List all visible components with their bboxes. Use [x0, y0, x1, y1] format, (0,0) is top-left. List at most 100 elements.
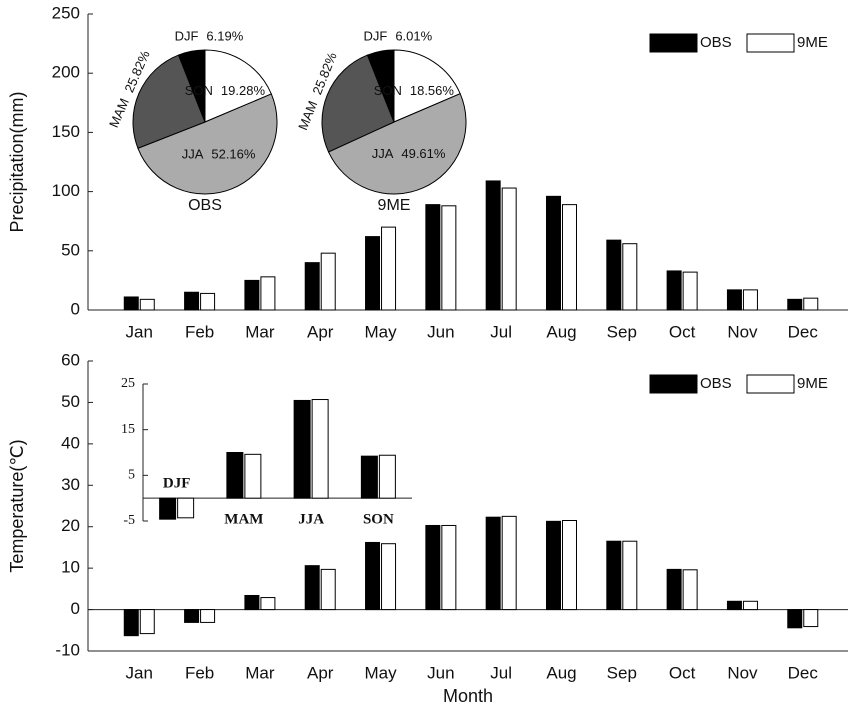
y-tick-label: 200 — [52, 63, 80, 82]
bar — [365, 236, 381, 311]
bar — [123, 609, 139, 637]
slice-value: 19.28% — [221, 83, 266, 98]
bar — [304, 565, 320, 611]
y-tick-label: 0 — [71, 599, 80, 618]
bar — [184, 609, 200, 623]
slice-value: 6.01% — [395, 29, 432, 44]
x-tick-label: Feb — [185, 663, 214, 682]
bar — [304, 262, 320, 311]
legend-swatch — [746, 33, 795, 53]
x-tick-label: Mar — [245, 663, 275, 682]
slice-category: DJF — [175, 29, 199, 44]
bar — [293, 399, 311, 499]
bar — [244, 279, 260, 311]
slice-label: SON 19.28% — [185, 83, 266, 98]
bar — [666, 568, 682, 611]
bar — [606, 239, 622, 311]
bar — [787, 609, 803, 629]
pie-slice — [321, 54, 395, 153]
bar — [123, 296, 139, 311]
slice-category: MAM — [106, 96, 132, 130]
bar — [441, 205, 457, 311]
bar — [561, 520, 577, 611]
x-tick-label: Oct — [669, 663, 696, 682]
category-label: JJA — [298, 512, 324, 528]
bar — [441, 524, 457, 611]
bar — [159, 497, 177, 520]
bar — [545, 520, 561, 611]
x-tick-label: Sep — [607, 322, 637, 341]
x-tick-label: Oct — [669, 322, 696, 341]
pie-slice — [132, 54, 206, 149]
bar — [666, 270, 682, 311]
bar — [184, 291, 200, 311]
bar — [177, 497, 195, 519]
pie-slice — [137, 93, 278, 195]
bar — [682, 271, 698, 311]
bar — [200, 609, 216, 623]
bar — [501, 187, 517, 311]
bar — [803, 609, 819, 628]
slice-value: 18.56% — [410, 83, 455, 98]
bar — [501, 515, 517, 611]
y-tick-label: 150 — [52, 122, 80, 141]
bar — [381, 543, 397, 611]
slice-label: JJA 52.16% — [182, 147, 256, 162]
bar — [226, 452, 244, 499]
bar — [320, 568, 336, 611]
bar — [545, 195, 561, 311]
x-tick-label: Nov — [727, 322, 758, 341]
y-tick-label: 25 — [121, 376, 135, 391]
slice-category: DJF — [363, 29, 387, 44]
category-label: SON — [363, 512, 394, 528]
slice-category: SON — [374, 83, 402, 98]
x-tick-label: Dec — [788, 322, 819, 341]
x-tick-label: Apr — [307, 663, 334, 682]
pie-title: 9ME — [378, 197, 411, 214]
y-tick-label: 10 — [61, 558, 80, 577]
bar — [425, 524, 441, 611]
x-axis-label: Month — [443, 686, 493, 706]
bar — [561, 204, 577, 311]
bar — [244, 453, 262, 499]
slice-label: JJA 49.61% — [372, 146, 446, 161]
x-tick-label: Sep — [607, 663, 637, 682]
bar — [787, 298, 803, 311]
bar — [360, 455, 378, 499]
pie-slice — [327, 92, 467, 195]
x-tick-label: Jan — [126, 322, 153, 341]
slice-value: 52.16% — [211, 147, 256, 162]
bar — [742, 289, 758, 311]
bar — [260, 597, 276, 611]
legend-swatch — [649, 33, 698, 53]
y-tick-label: 50 — [61, 240, 80, 259]
slice-category: MAM — [296, 99, 321, 133]
x-tick-label: Aug — [546, 322, 576, 341]
slice-label: SON 18.56% — [374, 83, 455, 98]
y-axis-label: Precipitation(mm) — [7, 91, 27, 232]
x-tick-label: Jun — [427, 663, 454, 682]
bar — [311, 399, 329, 499]
legend-swatch — [649, 374, 698, 394]
slice-label: DJF 6.01% — [363, 29, 432, 44]
legend-swatch — [746, 374, 795, 394]
bar — [803, 297, 819, 311]
x-tick-label: Feb — [185, 322, 214, 341]
x-tick-label: Nov — [727, 663, 758, 682]
y-tick-label: 20 — [61, 516, 80, 535]
y-tick-label: 50 — [61, 392, 80, 411]
bar — [485, 180, 501, 311]
slice-value: 49.61% — [401, 146, 446, 161]
y-tick-label: 0 — [71, 299, 80, 318]
bar — [742, 600, 758, 611]
bar — [425, 204, 441, 311]
category-label: MAM — [224, 512, 263, 528]
x-tick-label: Dec — [788, 663, 819, 682]
bar — [682, 569, 698, 611]
y-tick-label: -5 — [123, 513, 135, 528]
bar — [139, 609, 155, 635]
legend-label: 9ME — [797, 375, 828, 392]
y-tick-label: 100 — [52, 181, 80, 200]
x-tick-label: Aug — [546, 663, 576, 682]
bar — [320, 252, 336, 311]
